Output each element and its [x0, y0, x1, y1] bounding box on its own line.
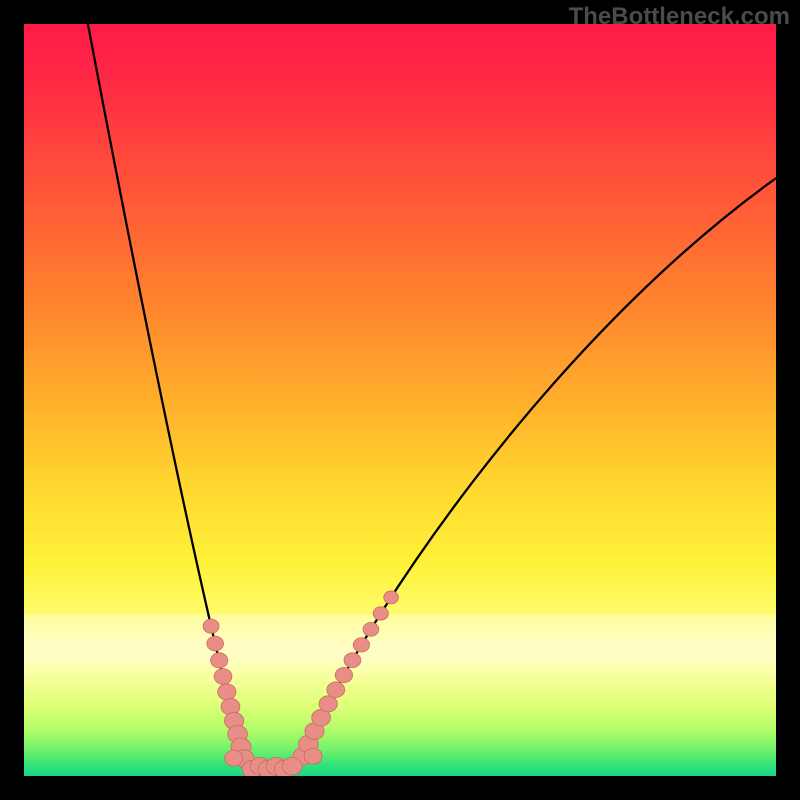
bottleneck-curve	[88, 24, 776, 772]
data-dot	[304, 748, 322, 764]
data-dot	[282, 757, 302, 775]
data-dot	[218, 684, 236, 700]
data-dot	[225, 750, 243, 766]
data-dot	[335, 667, 352, 682]
data-dot	[327, 682, 345, 698]
data-dot	[211, 653, 228, 668]
curve-overlay	[0, 0, 800, 800]
data-dot	[214, 669, 232, 685]
data-dot	[207, 636, 224, 651]
data-dot	[203, 619, 219, 633]
data-dot	[363, 622, 379, 636]
data-dot	[384, 591, 399, 604]
data-dot	[353, 638, 369, 652]
data-dot	[373, 607, 388, 620]
data-dot	[319, 696, 337, 712]
data-dot	[344, 653, 361, 668]
